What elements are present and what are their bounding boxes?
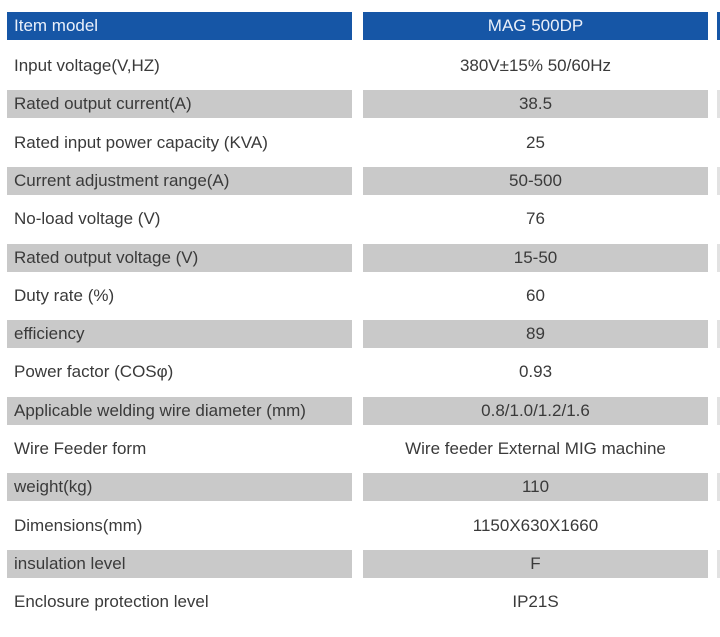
row-label: Rated input power capacity (KVA) [14, 132, 268, 152]
next-column-edge [717, 243, 720, 272]
row-label: Input voltage(V,HZ) [14, 56, 160, 75]
table-row: Duty rate (%) 60 [0, 282, 720, 310]
table-row: Power factor (COSφ) 0.93 [0, 358, 720, 386]
row-label: Applicable welding wire diameter (mm) [7, 396, 352, 425]
table-row: insulation level F [0, 549, 720, 578]
table-row: Current adjustment range(A) 50-500 [0, 166, 720, 195]
row-value: 89 [363, 320, 708, 349]
row-value: 38.5 [363, 90, 708, 119]
row-label: efficiency [7, 320, 352, 349]
table-row: Dimensions(mm) 1150X630X1660 [0, 512, 720, 540]
table-row: Rated output current(A) 38.5 [0, 90, 720, 119]
table-row: Rated input power capacity (KVA) 25 [0, 129, 720, 157]
next-column-edge [717, 320, 720, 349]
row-value: F [363, 549, 708, 578]
row-label: Wire Feeder form [14, 439, 147, 458]
row-label: insulation level [7, 549, 352, 578]
table-row: Rated output voltage (V) 15-50 [0, 243, 720, 272]
table-row: efficiency 89 [0, 320, 720, 349]
row-value: 380V±15% 50/60Hz [459, 56, 612, 75]
row-value: 25 [526, 132, 545, 152]
row-value: 76 [526, 209, 545, 229]
row-value: 15-50 [363, 243, 708, 272]
next-column-edge [717, 549, 720, 578]
row-value: 1150X630X1660 [472, 515, 599, 535]
next-column-edge [717, 12, 720, 40]
row-label: Rated output voltage (V) [7, 243, 352, 272]
row-label: Duty rate (%) [14, 285, 115, 305]
row-value: 50-500 [363, 166, 708, 195]
row-value: 0.8/1.0/1.2/1.6 [363, 396, 708, 425]
next-column-edge [717, 166, 720, 195]
row-label: Current adjustment range(A) [7, 166, 352, 195]
table-header: Item model MAG 500DP [0, 12, 720, 40]
row-label: Dimensions(mm) [14, 515, 143, 535]
row-value: 110 [363, 473, 708, 502]
table-row: Enclosure protection level IP21S [0, 588, 720, 616]
row-label: Enclosure protection level [14, 592, 209, 612]
table-row: weight(kg) 110 [0, 473, 720, 502]
table-row: Input voltage(V,HZ) 380V±15% 50/60Hz [0, 52, 720, 80]
row-value: IP21S [512, 592, 559, 612]
next-column-edge [717, 396, 720, 425]
next-column-edge [717, 473, 720, 502]
next-column-edge [717, 90, 720, 119]
row-label: No-load voltage (V) [14, 209, 161, 229]
row-value: 60 [526, 285, 545, 305]
header-value: MAG 500DP [363, 12, 708, 40]
row-value: Wire feeder External MIG machine [405, 439, 666, 458]
table-row: Applicable welding wire diameter (mm) 0.8… [0, 396, 720, 425]
header-label: Item model [7, 12, 352, 40]
table-row: No-load voltage (V) 76 [0, 205, 720, 233]
row-label: Power factor (COSφ) [14, 362, 174, 382]
row-label: weight(kg) [7, 473, 352, 502]
row-value: 0.93 [518, 362, 553, 382]
row-label: Rated output current(A) [7, 90, 352, 119]
table-row: Wire Feeder form Wire feeder External MIG… [0, 435, 720, 463]
